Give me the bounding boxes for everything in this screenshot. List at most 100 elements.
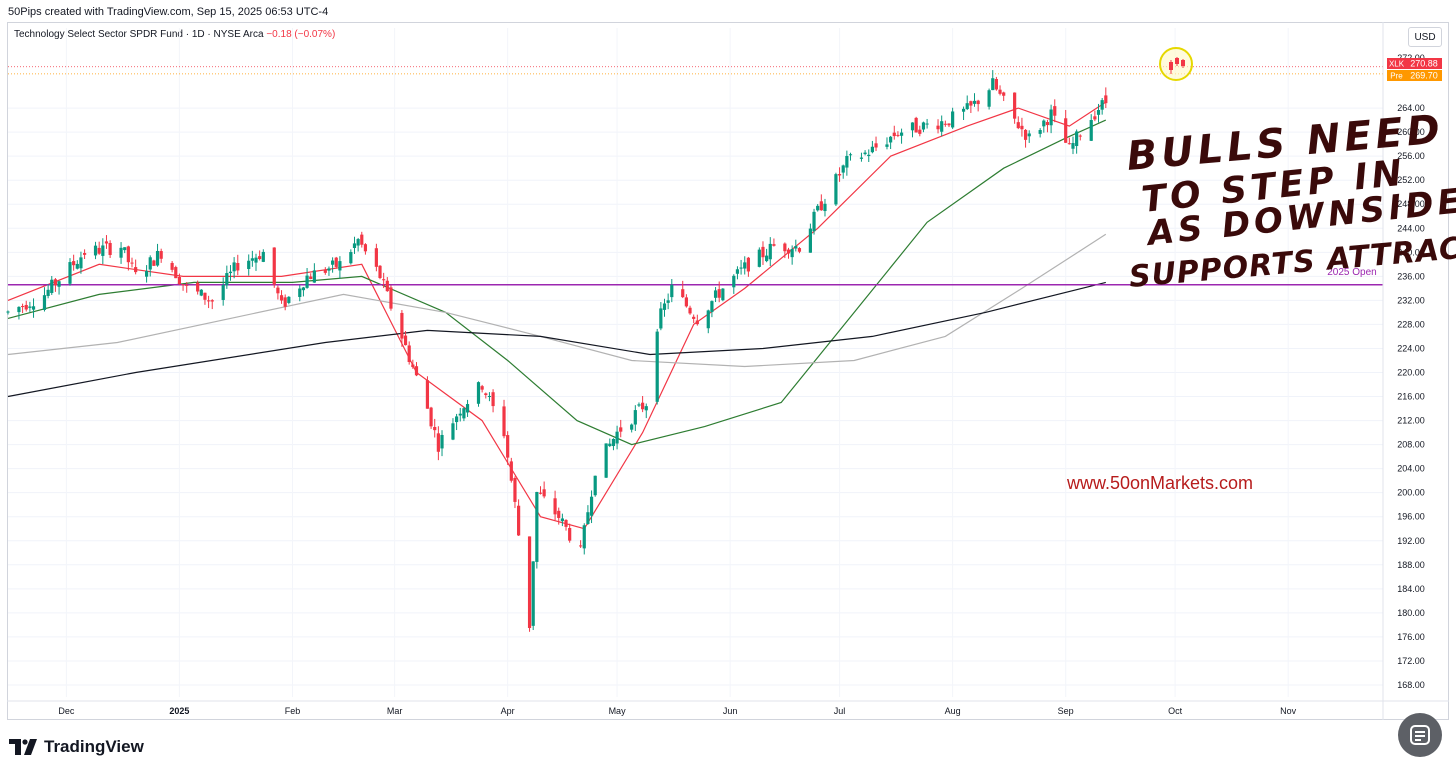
candle bbox=[761, 241, 765, 265]
price-tick-label: 260.00 bbox=[1397, 127, 1425, 137]
candle bbox=[258, 250, 262, 261]
candle bbox=[276, 285, 280, 300]
candle bbox=[579, 540, 583, 548]
ma-line-sma-100 bbox=[7, 233, 1107, 368]
candle bbox=[221, 277, 225, 306]
candle bbox=[743, 256, 747, 275]
candle bbox=[279, 290, 284, 304]
candle bbox=[874, 136, 878, 152]
price-axis: 168.00 172.00 176.00 180.00 184.00 188.00 192.… bbox=[1382, 22, 1425, 720]
candle bbox=[517, 499, 521, 536]
price-tick-label: 176.00 bbox=[1397, 632, 1425, 642]
candle bbox=[969, 100, 973, 114]
candle bbox=[1067, 137, 1071, 145]
chat-button[interactable] bbox=[1398, 713, 1442, 757]
candle bbox=[684, 294, 688, 308]
candle bbox=[407, 341, 411, 365]
candle bbox=[921, 121, 926, 133]
candle bbox=[568, 523, 572, 543]
time-tick-label: Feb bbox=[285, 706, 301, 716]
candle bbox=[196, 280, 200, 295]
candle bbox=[692, 314, 696, 324]
candle bbox=[305, 268, 309, 289]
candle bbox=[688, 305, 692, 315]
candle bbox=[531, 561, 535, 631]
candle bbox=[6, 310, 10, 315]
candle bbox=[1078, 134, 1082, 141]
candle bbox=[414, 362, 419, 377]
candle bbox=[662, 298, 667, 317]
candle bbox=[746, 256, 750, 277]
price-tick-label: 196.00 bbox=[1397, 512, 1425, 522]
symbol-legend: Technology Select Sector SPDR Fund · 1D … bbox=[14, 29, 335, 40]
candle bbox=[1045, 119, 1050, 133]
candle bbox=[619, 419, 623, 438]
symbol-title: Technology Select Sector SPDR Fund · 1D … bbox=[14, 29, 264, 40]
candle bbox=[593, 475, 597, 497]
candle bbox=[356, 237, 360, 252]
price-tick-label: 244.00 bbox=[1397, 223, 1425, 233]
ma-line-ema-fast bbox=[7, 101, 1107, 530]
candlestick-series bbox=[6, 70, 1108, 632]
time-tick-label: Apr bbox=[501, 706, 515, 716]
candle bbox=[892, 125, 896, 140]
candle bbox=[123, 247, 127, 254]
candle bbox=[462, 407, 466, 422]
candle bbox=[20, 303, 25, 314]
candle bbox=[947, 123, 951, 128]
price-tick-label: 184.00 bbox=[1397, 584, 1425, 594]
candle bbox=[998, 85, 1002, 96]
candle bbox=[436, 426, 440, 461]
candle bbox=[670, 279, 674, 303]
candle bbox=[615, 425, 619, 450]
time-tick-label: Jul bbox=[834, 706, 846, 716]
candle bbox=[159, 248, 163, 263]
price-tick-label: 224.00 bbox=[1397, 343, 1425, 353]
chart-grid bbox=[8, 28, 1383, 697]
candle bbox=[130, 257, 134, 268]
candle bbox=[1096, 103, 1101, 123]
candle bbox=[910, 122, 915, 138]
chat-icon bbox=[1410, 725, 1430, 745]
candle bbox=[560, 513, 564, 527]
candle bbox=[1075, 129, 1079, 154]
candle bbox=[845, 150, 849, 176]
candle bbox=[1013, 92, 1017, 124]
candle bbox=[582, 523, 586, 555]
candle bbox=[863, 150, 867, 156]
candle bbox=[608, 438, 612, 448]
candle bbox=[859, 152, 864, 162]
candle bbox=[1049, 104, 1053, 134]
candle bbox=[841, 164, 845, 179]
candle bbox=[389, 285, 393, 311]
candle bbox=[659, 302, 663, 331]
candle bbox=[203, 292, 207, 305]
candle bbox=[837, 167, 842, 182]
price-tick-label: 192.00 bbox=[1397, 536, 1425, 546]
candle bbox=[1002, 91, 1006, 102]
candle bbox=[403, 331, 408, 346]
tradingview-logo[interactable]: TradingView bbox=[9, 737, 144, 757]
candle bbox=[630, 423, 634, 433]
candle bbox=[301, 286, 306, 297]
candle bbox=[1027, 130, 1031, 143]
candle bbox=[31, 298, 36, 318]
candle bbox=[199, 289, 203, 297]
candle bbox=[513, 476, 517, 509]
price-tick-label: 256.00 bbox=[1397, 151, 1425, 161]
candle bbox=[1038, 128, 1042, 138]
currency-button[interactable]: USD bbox=[1408, 27, 1442, 47]
candle bbox=[1053, 99, 1057, 123]
candle bbox=[177, 273, 182, 285]
candle bbox=[254, 253, 258, 271]
candle bbox=[272, 247, 276, 288]
candle bbox=[936, 119, 940, 134]
candle bbox=[1104, 87, 1108, 109]
candle bbox=[812, 208, 816, 235]
price-change: −0.18 (−0.07%) bbox=[266, 29, 336, 40]
candle bbox=[287, 296, 291, 305]
candle bbox=[527, 536, 532, 632]
price-tick-label: 204.00 bbox=[1397, 464, 1425, 474]
candle bbox=[126, 245, 130, 271]
